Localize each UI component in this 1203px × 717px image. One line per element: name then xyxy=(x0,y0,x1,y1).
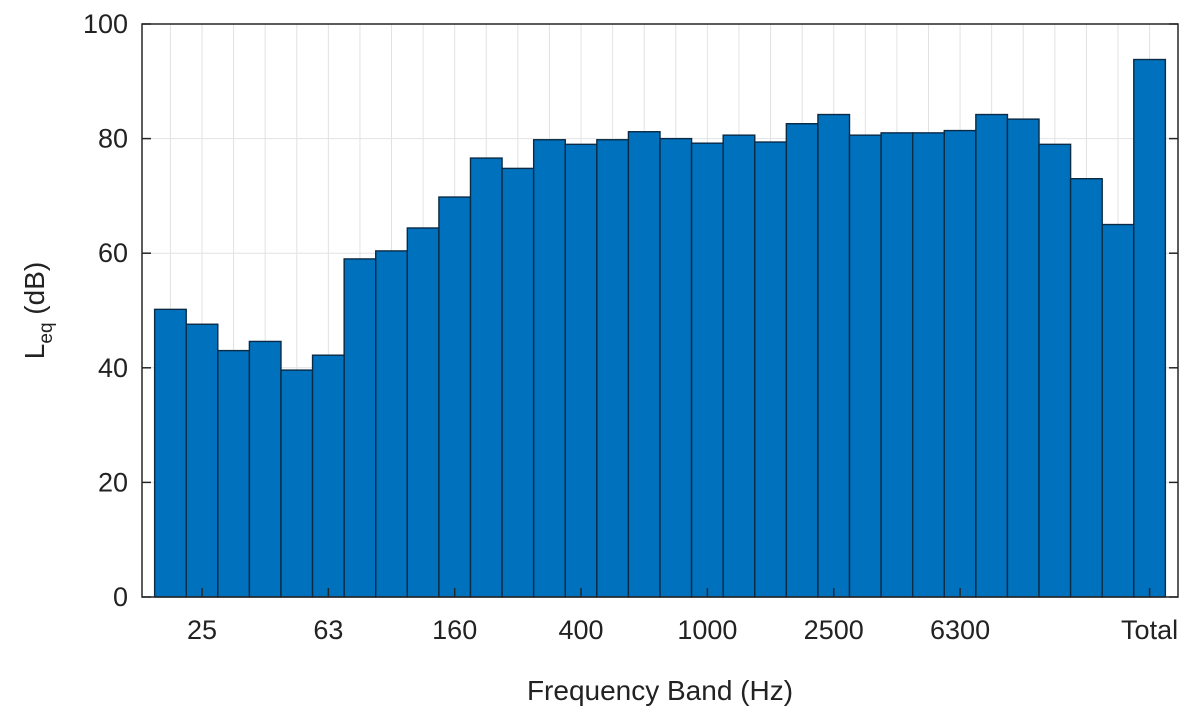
bar-63 xyxy=(311,354,345,598)
bar-500 xyxy=(596,139,630,598)
bar-800 xyxy=(659,137,693,598)
bars xyxy=(153,58,1167,598)
bar-31_5 xyxy=(217,349,251,598)
y-axis-label-main: L xyxy=(19,344,50,360)
bar-2000 xyxy=(785,123,819,598)
x-axis-label: Frequency Band (Hz) xyxy=(527,675,793,706)
y-axis-label-subscript: eq xyxy=(36,322,57,343)
bar-8000 xyxy=(975,113,1009,598)
bar-3150 xyxy=(848,134,882,598)
x-tick-label: 6300 xyxy=(930,615,990,645)
bar-200 xyxy=(469,157,503,598)
y-tick-label: 100 xyxy=(83,9,128,39)
bar-1600 xyxy=(754,141,788,598)
bar-100 xyxy=(375,250,409,598)
x-tick-label: 63 xyxy=(313,615,343,645)
bar-160 xyxy=(438,196,472,598)
bar-1250 xyxy=(722,134,756,598)
plot-frame xyxy=(141,23,1179,598)
x-tick-label: 400 xyxy=(559,615,604,645)
y-tick-label: 0 xyxy=(113,582,128,612)
bar-80 xyxy=(343,258,377,598)
x-tick-label: 1000 xyxy=(677,615,737,645)
bar-20 xyxy=(153,308,187,598)
bar-12500 xyxy=(1038,143,1072,598)
bar-315 xyxy=(532,139,566,598)
x-axis-ticks: 25 63 160 400 1000 2500 6300 Total xyxy=(187,588,1178,645)
bar-16000 xyxy=(1069,178,1103,598)
bar-630 xyxy=(627,131,661,598)
bar-2500 xyxy=(817,113,851,598)
x-tick-label: Total xyxy=(1121,615,1178,645)
bar-400 xyxy=(564,143,598,598)
bar-1000 xyxy=(690,142,724,598)
x-tick-label: 2500 xyxy=(804,615,864,645)
y-tick-label: 40 xyxy=(98,353,128,383)
x-tick-label: 25 xyxy=(187,615,217,645)
y-tick-label: 20 xyxy=(98,467,128,497)
bar-20000 xyxy=(1101,223,1135,598)
bar-25 xyxy=(185,323,219,598)
bar-40 xyxy=(248,340,282,598)
bar-10000 xyxy=(1006,118,1040,598)
x-tick-label: 160 xyxy=(432,615,477,645)
y-axis-label: Leq (dB) xyxy=(19,262,57,359)
bar-250 xyxy=(501,167,535,598)
bar-50 xyxy=(280,369,314,598)
y-axis-label-unit: (dB) xyxy=(19,262,50,323)
y-tick-label: 60 xyxy=(98,238,128,268)
bar-5000 xyxy=(911,132,945,598)
y-axis-ticks: 0 20 40 60 80 100 xyxy=(83,9,1178,612)
bar-Total xyxy=(1133,58,1167,598)
bar-6300 xyxy=(943,129,977,598)
bar-4000 xyxy=(880,132,914,598)
y-tick-label: 80 xyxy=(98,124,128,154)
bar-125 xyxy=(406,227,440,598)
